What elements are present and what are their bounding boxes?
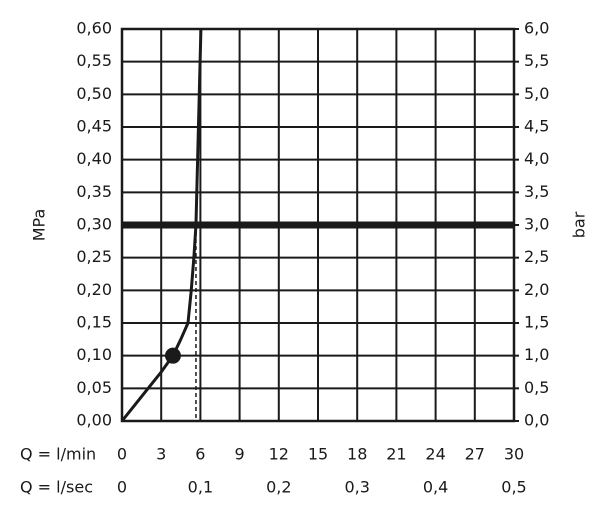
x-tick-label: 12 [269,445,289,464]
x2-tick-label: 0,4 [423,478,448,497]
y-tick-label: 0,45 [76,117,112,136]
x-tick-label: 6 [195,445,205,464]
y2-tick-label: 2,0 [524,280,549,299]
x2-tick-label: 0,5 [501,478,526,497]
y-tick-label: 0,35 [76,182,112,201]
y2-tick-label: 5,5 [524,51,549,70]
y2-tick-label: 0,5 [524,378,549,397]
operating-point [164,347,181,364]
y2-axis-label: bar [570,211,589,238]
y2-tick-label: 1,5 [524,313,549,332]
x2-tick-label: 0 [117,478,127,497]
y2-tick-label: 3,0 [524,215,549,234]
y2-tick-label: 4,5 [524,117,549,136]
y-tick-label: 0,15 [76,313,112,332]
x-tick-label: 24 [425,445,445,464]
x2-axis-label: Q = l/sec [20,478,93,497]
y-axis-label: MPa [30,209,49,242]
x-tick-label: 9 [235,445,245,464]
y-tick-label: 0,30 [76,215,112,234]
y2-tick-label: 6,0 [524,19,549,38]
y-tick-label: 0,05 [76,378,112,397]
x-tick-label: 21 [386,445,406,464]
y2-tick-label: 3,5 [524,182,549,201]
y2-tick-label: 0,0 [524,411,549,430]
x2-tick-label: 0,3 [344,478,369,497]
y-tick-label: 0,60 [76,19,112,38]
curve [120,28,203,422]
y-tick-label: 0,25 [76,247,112,266]
x-axis-label: Q = l/min [20,445,96,464]
x-tick-label: 0 [117,445,127,464]
y-tick-label: 0,55 [76,51,112,70]
x2-tick-label: 0,2 [266,478,291,497]
y2-tick-label: 1,0 [524,345,549,364]
x-tick-label: 27 [465,445,485,464]
y-tick-label: 0,20 [76,280,112,299]
x-tick-label: 3 [156,445,166,464]
y-tick-label: 0,50 [76,84,112,103]
y-tick-label: 0,40 [76,149,112,168]
y2-tick-label: 5,0 [524,84,549,103]
x-tick-label: 15 [308,445,328,464]
y2-tick-label: 4,0 [524,149,549,168]
x2-tick-label: 0,1 [188,478,213,497]
y-tick-label: 0,10 [76,345,112,364]
x-tick-label: 30 [504,445,524,464]
y2-tick-label: 2,5 [524,247,549,266]
y-tick-label: 0,00 [76,411,112,430]
x-tick-label: 18 [347,445,367,464]
